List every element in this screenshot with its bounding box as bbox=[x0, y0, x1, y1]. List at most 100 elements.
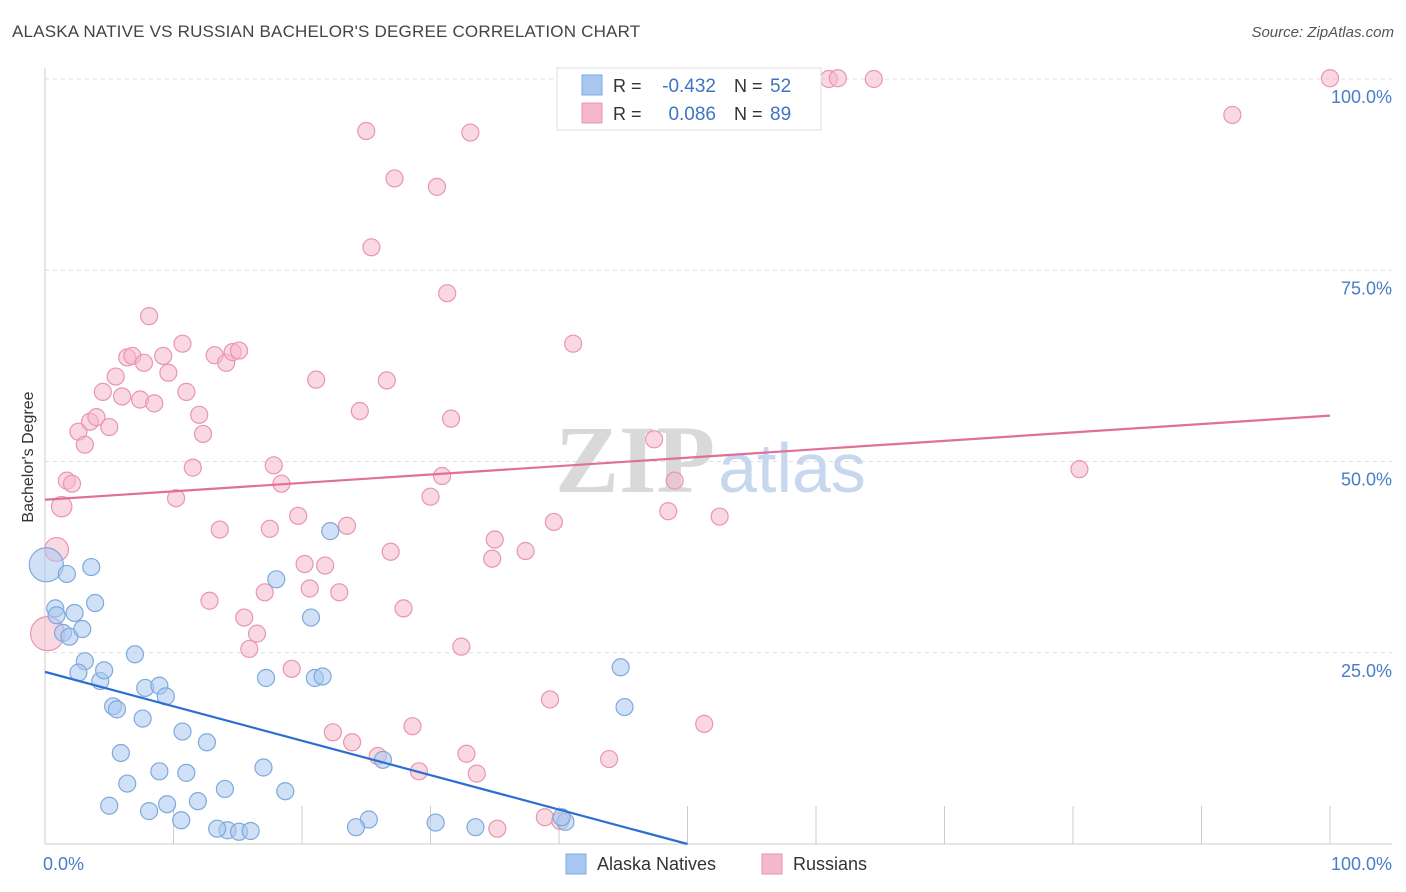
russians-point-74 bbox=[535, 808, 554, 827]
y-tick-label-1: 25.0% bbox=[1341, 661, 1392, 681]
russians-point-56 bbox=[381, 542, 400, 561]
russians-point-69 bbox=[467, 764, 486, 783]
russians-point-64 bbox=[438, 284, 457, 303]
russians-point-52 bbox=[357, 121, 376, 141]
russians-point-13 bbox=[112, 387, 132, 406]
russians-point-33 bbox=[229, 341, 249, 360]
bottom-legend-label-russians: Russians bbox=[793, 854, 867, 874]
alaska-natives-point-18 bbox=[133, 709, 152, 728]
russians-point-66 bbox=[452, 637, 471, 656]
legend-n-label-1: N = bbox=[734, 76, 763, 96]
russians-point-59 bbox=[403, 717, 422, 736]
russians-point-42 bbox=[289, 506, 308, 525]
russians-point-37 bbox=[255, 583, 274, 602]
russians-point-51 bbox=[350, 401, 369, 421]
russians-point-63 bbox=[432, 466, 452, 486]
russians-point-80 bbox=[644, 430, 664, 449]
alaska-natives-point-54 bbox=[615, 697, 634, 717]
russians-point-45 bbox=[307, 370, 326, 389]
russians-point-17 bbox=[134, 353, 154, 372]
russians-point-28 bbox=[200, 591, 219, 610]
alaska-natives-point-25 bbox=[150, 762, 169, 781]
source-label: Source: ZipAtlas.com bbox=[1251, 24, 1394, 41]
russians-point-75 bbox=[540, 690, 560, 709]
trend-lines bbox=[44, 414, 1331, 846]
russians-point-78 bbox=[564, 334, 583, 353]
legend-n-value-1: 52 bbox=[770, 76, 791, 97]
russians-point-27 bbox=[193, 424, 213, 444]
russians-point-39 bbox=[264, 456, 283, 475]
russians-trend-line bbox=[44, 414, 1331, 501]
russians-point-73 bbox=[516, 541, 535, 561]
russians-point-58 bbox=[394, 599, 413, 618]
russians-point-87 bbox=[864, 69, 883, 89]
russians-point-67 bbox=[457, 744, 476, 763]
alaska-natives-point-16 bbox=[107, 700, 127, 719]
alaska-natives-point-45 bbox=[321, 522, 340, 541]
alaska-natives-point-28 bbox=[188, 792, 208, 811]
alaska-natives-point-52 bbox=[552, 808, 571, 827]
legend-swatch-pink bbox=[581, 102, 603, 124]
russians-point-11 bbox=[100, 417, 119, 437]
alaska-natives-point-6 bbox=[57, 564, 76, 584]
russians-point-47 bbox=[323, 723, 342, 742]
alaska-natives-point-26 bbox=[177, 763, 196, 782]
watermark-atlas: atlas bbox=[718, 429, 866, 507]
russians-point-44 bbox=[300, 579, 319, 598]
russians-point-5 bbox=[62, 474, 82, 493]
alaska-natives-point-8 bbox=[73, 619, 92, 639]
russians-point-71 bbox=[483, 549, 502, 568]
russians-point-72 bbox=[488, 819, 507, 838]
russians-point-12 bbox=[106, 367, 125, 386]
y-tick-label-2: 50.0% bbox=[1341, 470, 1392, 490]
russians-point-41 bbox=[282, 659, 301, 678]
chart-title: ALASKA NATIVE VS RUSSIAN BACHELOR'S DEGR… bbox=[12, 22, 641, 41]
bottom-legend: Alaska Natives Russians bbox=[565, 853, 867, 875]
alaska-natives-point-38 bbox=[276, 782, 295, 801]
alaska-natives-point-37 bbox=[254, 758, 273, 777]
russians-point-68 bbox=[461, 123, 480, 142]
grid-lines bbox=[45, 78, 1392, 654]
russians-point-30 bbox=[210, 520, 229, 539]
alaska-natives-point-49 bbox=[426, 813, 445, 832]
alaska-natives-point-30 bbox=[100, 796, 119, 815]
russians-point-48 bbox=[330, 583, 349, 602]
legend-r-label-1: R = bbox=[613, 76, 642, 96]
russians-point-57 bbox=[385, 169, 404, 188]
alaska-natives-points bbox=[28, 522, 634, 841]
russians-point-70 bbox=[485, 530, 504, 549]
alaska-natives-point-10 bbox=[82, 557, 101, 577]
russians-point-23 bbox=[173, 334, 192, 353]
russians-point-81 bbox=[659, 502, 678, 521]
alaska-natives-point-50 bbox=[466, 818, 485, 837]
russians-point-89 bbox=[1223, 105, 1242, 125]
alaska-natives-point-41 bbox=[256, 668, 276, 688]
russians-point-84 bbox=[710, 507, 729, 526]
alaska-natives-point-17 bbox=[125, 645, 145, 664]
russians-point-10 bbox=[93, 382, 112, 401]
russians-point-35 bbox=[240, 639, 259, 659]
alaska-natives-point-3 bbox=[47, 606, 66, 625]
russians-point-25 bbox=[183, 458, 202, 477]
russians-point-22 bbox=[166, 489, 186, 508]
alaska-natives-point-33 bbox=[215, 779, 234, 799]
alaska-natives-point-53 bbox=[611, 658, 630, 677]
alaska-natives-trend-line bbox=[44, 670, 688, 846]
russians-point-20 bbox=[154, 346, 173, 366]
alaska-natives-point-1 bbox=[28, 547, 64, 583]
russians-point-62 bbox=[427, 177, 447, 196]
russians-point-90 bbox=[1320, 69, 1340, 88]
russians-point-50 bbox=[343, 733, 362, 752]
alaska-natives-point-14 bbox=[95, 661, 114, 680]
russians-point-38 bbox=[260, 519, 279, 538]
russians-point-79 bbox=[600, 749, 619, 769]
x-tick-label-1: 0.0% bbox=[43, 854, 84, 874]
russians-point-53 bbox=[362, 238, 381, 257]
russians-point-7 bbox=[75, 435, 94, 454]
bottom-legend-swatch-blue bbox=[565, 853, 587, 875]
russians-point-46 bbox=[316, 556, 335, 575]
russians-point-61 bbox=[421, 487, 440, 506]
russians-point-49 bbox=[337, 516, 357, 535]
alaska-natives-point-44 bbox=[301, 608, 321, 627]
